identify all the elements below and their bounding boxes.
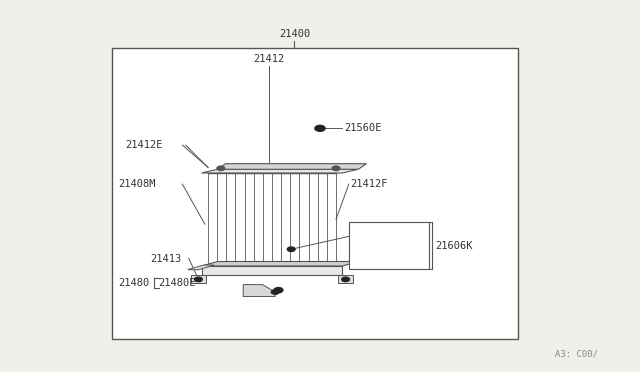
Text: 21606K: 21606K [435, 241, 473, 251]
Bar [112, 48, 518, 339]
Text: 21413: 21413 [150, 254, 182, 263]
Polygon shape [202, 266, 342, 275]
Circle shape [332, 166, 340, 171]
Circle shape [195, 277, 202, 282]
Text: 21480E: 21480E [158, 279, 196, 288]
Polygon shape [202, 262, 358, 266]
Text: 21606B: 21606B [352, 247, 390, 256]
Circle shape [315, 125, 325, 131]
Text: 21560E: 21560E [344, 124, 382, 133]
Text: 21412F: 21412F [351, 179, 388, 189]
Circle shape [217, 166, 225, 171]
Circle shape [287, 247, 295, 251]
Polygon shape [243, 285, 275, 296]
Text: 21400: 21400 [279, 29, 310, 39]
Bar [349, 222, 429, 269]
Polygon shape [191, 275, 206, 283]
Circle shape [274, 288, 283, 293]
Text: 21606C: 21606C [352, 258, 390, 267]
Polygon shape [338, 275, 353, 283]
Text: 21480: 21480 [118, 279, 150, 288]
Polygon shape [188, 265, 214, 270]
Text: 21412E: 21412E [125, 140, 163, 150]
Text: A3: C00/: A3: C00/ [556, 350, 598, 359]
Text: 21606E: 21606E [352, 224, 390, 234]
Text: 21408M: 21408M [118, 179, 156, 189]
Circle shape [271, 290, 279, 294]
Polygon shape [202, 169, 358, 173]
Circle shape [342, 277, 349, 282]
Text: 21606D: 21606D [352, 235, 390, 245]
Polygon shape [218, 164, 366, 169]
Text: 21412: 21412 [253, 54, 284, 64]
